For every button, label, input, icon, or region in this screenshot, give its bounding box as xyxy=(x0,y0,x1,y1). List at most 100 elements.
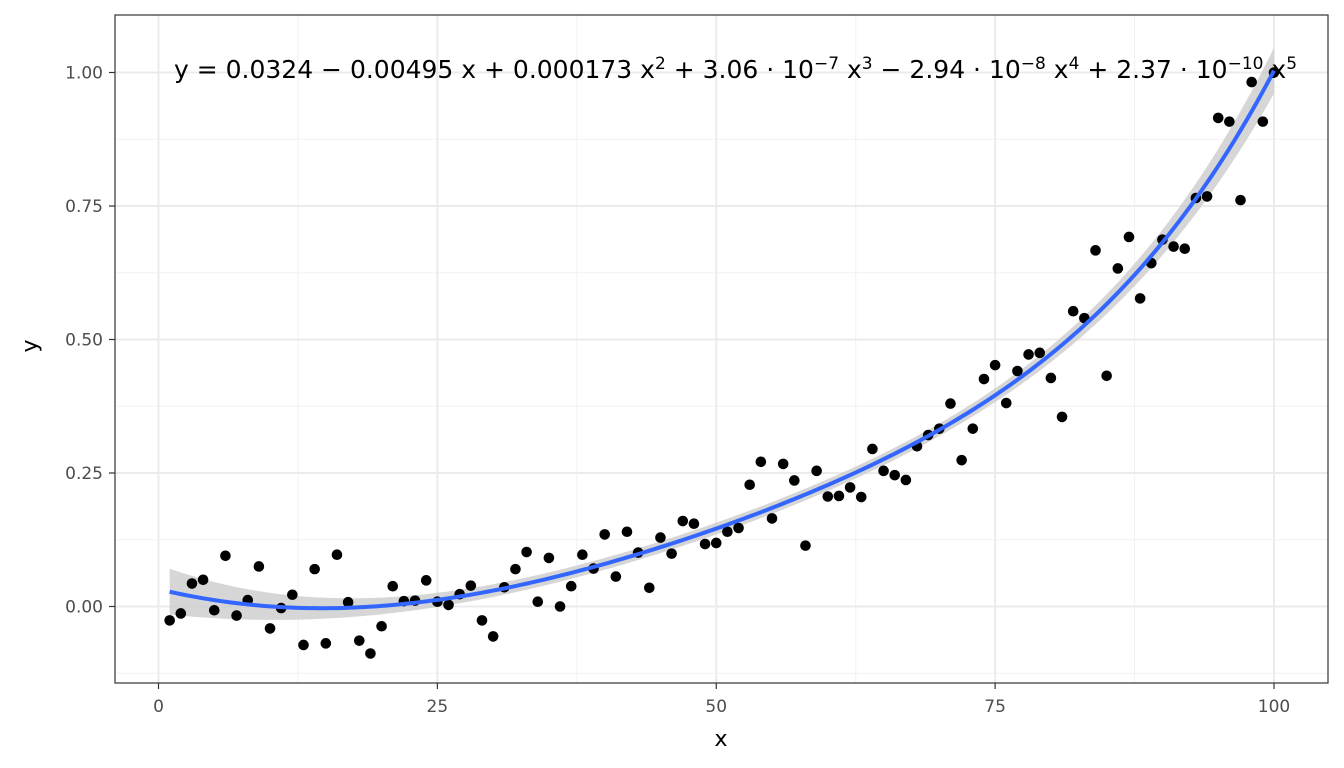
data-point xyxy=(376,620,387,632)
data-point xyxy=(655,532,666,543)
data-point xyxy=(833,490,845,502)
data-point xyxy=(1134,293,1146,304)
data-point xyxy=(1246,76,1257,88)
data-point xyxy=(577,549,588,560)
data-point xyxy=(175,608,187,619)
equation-exponent: 4 xyxy=(1069,54,1080,74)
data-point xyxy=(766,513,778,524)
data-point xyxy=(956,454,967,466)
equation-term: − 2.94 · 10 xyxy=(873,55,1021,84)
equation-term: x xyxy=(839,55,862,84)
data-point xyxy=(844,482,856,493)
data-point xyxy=(1034,347,1046,359)
data-point xyxy=(1123,231,1135,243)
major-gridlines xyxy=(115,15,1328,683)
data-point xyxy=(309,563,320,575)
equation-exponent: 2 xyxy=(655,54,666,74)
data-point xyxy=(811,465,822,477)
data-point xyxy=(342,596,354,608)
equation-term: + 3.06 · 10 xyxy=(666,55,814,84)
data-point xyxy=(1257,116,1269,127)
data-point xyxy=(1067,305,1079,317)
data-point xyxy=(777,458,789,470)
data-point xyxy=(666,548,677,559)
data-point xyxy=(220,550,231,562)
x-tick-label: 25 xyxy=(427,697,449,717)
data-point xyxy=(744,479,756,491)
data-point xyxy=(264,623,276,634)
equation-term: y = 0.0324 − 0.00495 x + 0.000173 x xyxy=(174,55,655,84)
data-point xyxy=(867,443,878,455)
data-point xyxy=(365,648,376,659)
data-point xyxy=(521,546,532,558)
x-tick-label: 50 xyxy=(705,697,727,717)
equation-term: + 2.37 · 10 xyxy=(1079,55,1227,84)
data-point xyxy=(722,526,733,538)
y-tick-label: 0.50 xyxy=(65,331,103,351)
data-point xyxy=(554,601,566,612)
y-tick-label: 0.75 xyxy=(65,197,103,217)
data-point xyxy=(543,552,555,564)
y-axis-title: y xyxy=(18,339,43,352)
data-point xyxy=(878,465,889,477)
data-point xyxy=(320,638,332,649)
x-tick-label: 100 xyxy=(1258,697,1290,717)
equation-annotation: y = 0.0324 − 0.00495 x + 0.000173 x2 + 3… xyxy=(174,54,1297,84)
equation-exponent: 3 xyxy=(862,54,873,74)
equation-exponent: 5 xyxy=(1286,54,1297,74)
data-point xyxy=(231,610,242,621)
data-point xyxy=(1000,397,1012,409)
data-point xyxy=(855,491,867,503)
data-point xyxy=(1012,365,1023,377)
data-point xyxy=(688,518,700,530)
equation-exponent: −7 xyxy=(814,54,839,74)
y-axis-ticks: 0.00 0.25 0.50 0.75 1.00 xyxy=(65,64,115,618)
data-point xyxy=(610,571,622,582)
data-point xyxy=(800,540,811,551)
data-point xyxy=(789,475,800,486)
data-point xyxy=(487,631,499,642)
data-point xyxy=(644,582,655,594)
data-point xyxy=(1023,349,1034,360)
minor-gridlines xyxy=(115,15,1328,683)
x-tick-label: 0 xyxy=(153,697,164,717)
data-point xyxy=(1045,372,1057,384)
data-point xyxy=(253,561,265,572)
data-point xyxy=(331,549,343,560)
data-point xyxy=(420,575,432,586)
data-point xyxy=(186,578,198,589)
data-point xyxy=(755,456,767,468)
data-point xyxy=(1056,411,1068,423)
data-point xyxy=(989,359,1001,371)
data-point xyxy=(164,615,175,626)
data-point xyxy=(532,596,544,607)
y-tick-label: 0.25 xyxy=(65,464,103,484)
data-point xyxy=(197,574,209,586)
data-point xyxy=(1235,194,1246,206)
data-point xyxy=(900,474,912,486)
data-point xyxy=(387,580,399,592)
confidence-band xyxy=(169,47,1274,620)
data-point xyxy=(208,604,220,616)
data-point xyxy=(476,615,488,626)
data-point xyxy=(1168,241,1179,252)
data-point xyxy=(465,580,477,591)
data-point xyxy=(1112,263,1124,274)
data-point xyxy=(599,529,610,540)
x-tick-label: 75 xyxy=(984,697,1006,717)
data-point xyxy=(621,526,633,538)
data-point xyxy=(733,522,744,534)
data-point xyxy=(945,398,956,409)
data-point xyxy=(287,589,298,601)
data-point xyxy=(443,599,454,611)
equation-exponent: −10 xyxy=(1228,54,1264,74)
data-point xyxy=(710,537,722,549)
data-point xyxy=(967,423,979,434)
data-point xyxy=(510,563,521,575)
y-tick-label: 0.00 xyxy=(65,598,103,618)
data-point xyxy=(677,515,689,527)
data-point xyxy=(889,469,901,481)
data-point xyxy=(1201,191,1213,202)
data-point xyxy=(978,373,990,385)
